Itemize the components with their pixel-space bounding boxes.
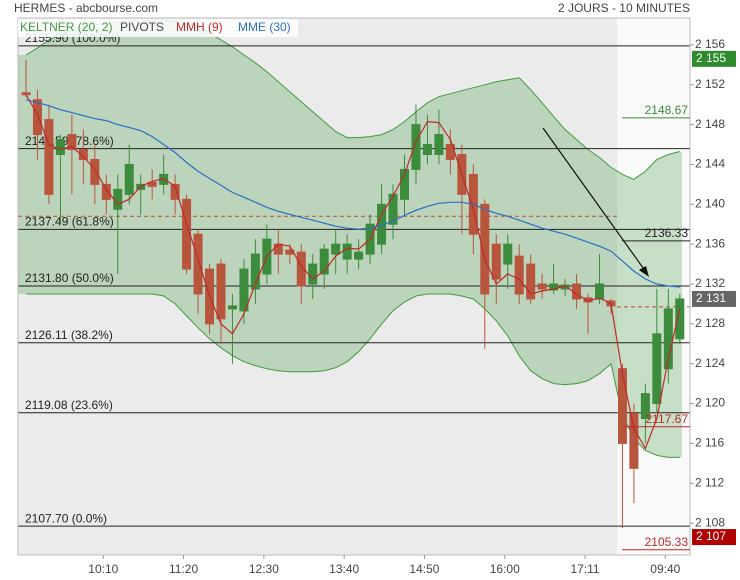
candle-body xyxy=(124,163,134,195)
y-tick-label: 2 116 xyxy=(695,436,724,450)
candle-body xyxy=(101,183,111,200)
axis-marker xyxy=(692,50,736,67)
x-tick-label: 11:20 xyxy=(169,562,198,576)
pivot-label: 2107.70 (0.0%) xyxy=(25,511,107,525)
legend-entry: PIVOTS xyxy=(120,20,164,34)
axis-marker-label: 2 107 xyxy=(696,529,726,543)
candle-body xyxy=(44,119,54,195)
candle-body xyxy=(147,181,157,187)
axis-marker xyxy=(692,290,736,307)
y-tick-label: 2 140 xyxy=(695,196,725,210)
axis-marker-label: 2 155 xyxy=(696,51,726,65)
candle-body xyxy=(503,243,513,265)
candle-body xyxy=(193,233,203,295)
x-tick-label: 12:30 xyxy=(249,562,279,576)
candle-body xyxy=(617,368,627,444)
candle-body xyxy=(526,263,536,300)
candle-body xyxy=(388,193,398,225)
moving-average xyxy=(25,94,681,450)
x-tick-label: 14:50 xyxy=(409,562,439,576)
y-tick-label: 2 152 xyxy=(695,77,725,91)
price-label: 2148.67 xyxy=(645,103,689,117)
candle-body xyxy=(78,149,88,160)
pivot-label: 2131.80 (50.0%) xyxy=(25,271,114,285)
candle-body xyxy=(595,283,604,300)
candle-body xyxy=(342,243,352,260)
candle-body xyxy=(640,393,650,420)
x-tick-label: 17:11 xyxy=(570,562,599,576)
axis-marker-label: 2 131 xyxy=(696,291,726,305)
candle-body xyxy=(182,198,192,270)
candle-body xyxy=(296,251,306,287)
pivot-label: 2126.11 (38.2%) xyxy=(25,328,113,342)
price-label: 2105.33 xyxy=(645,535,689,549)
y-tick-label: 2 120 xyxy=(695,396,725,410)
candle-body xyxy=(331,243,341,255)
y-tick-label: 2 148 xyxy=(695,117,725,131)
candle-body xyxy=(319,248,329,275)
price-label: 2117.67 xyxy=(646,412,689,426)
legend-entry: KELTNER (20, 2) xyxy=(20,20,112,34)
candle-body xyxy=(170,183,180,200)
y-tick-label: 2 108 xyxy=(695,515,725,529)
candle-body xyxy=(113,188,123,210)
pivot-label: 2137.49 (61.8%) xyxy=(25,214,114,228)
legend-background xyxy=(18,19,298,37)
candle-body xyxy=(491,243,501,280)
moving-average xyxy=(25,99,680,288)
candle-body xyxy=(216,263,226,320)
candle-body xyxy=(652,333,662,405)
chart-title: HERMES - abcbourse.com xyxy=(14,1,158,15)
candle-body xyxy=(537,283,547,290)
candle-body xyxy=(411,124,421,170)
y-tick-label: 2 128 xyxy=(695,316,725,330)
candle-body xyxy=(675,298,685,340)
y-tick-label: 2 124 xyxy=(695,356,725,370)
axis-marker xyxy=(692,529,736,546)
y-tick-label: 2 136 xyxy=(695,236,725,250)
keltner-lower xyxy=(26,293,680,458)
candle-body xyxy=(90,158,100,185)
x-tick-label: 10:10 xyxy=(88,562,118,576)
candle-body xyxy=(514,255,524,295)
candle-body xyxy=(227,305,237,310)
candle-body xyxy=(239,268,249,312)
x-tick-label: 13:40 xyxy=(329,562,359,576)
arrow-head xyxy=(639,266,649,277)
candle-body xyxy=(250,253,260,290)
y-tick-label: 2 112 xyxy=(695,475,724,489)
y-tick-label: 2 144 xyxy=(695,157,725,171)
candle-body xyxy=(400,168,410,200)
plot-frame xyxy=(17,17,691,556)
x-tick-label: 09:40 xyxy=(650,562,680,576)
candle-body xyxy=(308,263,318,285)
candle-body xyxy=(67,134,77,151)
keltner-fill xyxy=(18,19,682,458)
chart-subtitle: 2 JOURS - 10 MINUTES xyxy=(558,1,690,15)
candle-body xyxy=(629,413,639,469)
candle-body xyxy=(273,243,283,255)
arrow xyxy=(542,127,647,273)
candle-body xyxy=(32,99,42,136)
legend-entry: MME (30) xyxy=(238,20,291,34)
candle-body xyxy=(354,251,364,260)
candle-body xyxy=(55,139,65,155)
y-tick-label: 2 132 xyxy=(695,276,725,290)
pivot-label: 2119.08 (23.6%) xyxy=(25,398,113,412)
candle-body xyxy=(549,283,559,291)
x-tick-label: 16:00 xyxy=(490,562,520,576)
candle-body xyxy=(422,144,432,155)
legend-entry: MMH (9) xyxy=(176,20,223,34)
candle-body xyxy=(21,92,31,96)
candle-body xyxy=(480,203,490,295)
price-label: 2136.33 xyxy=(645,226,689,240)
y-tick-label: 2 156 xyxy=(695,37,725,51)
candle-body xyxy=(434,134,444,155)
